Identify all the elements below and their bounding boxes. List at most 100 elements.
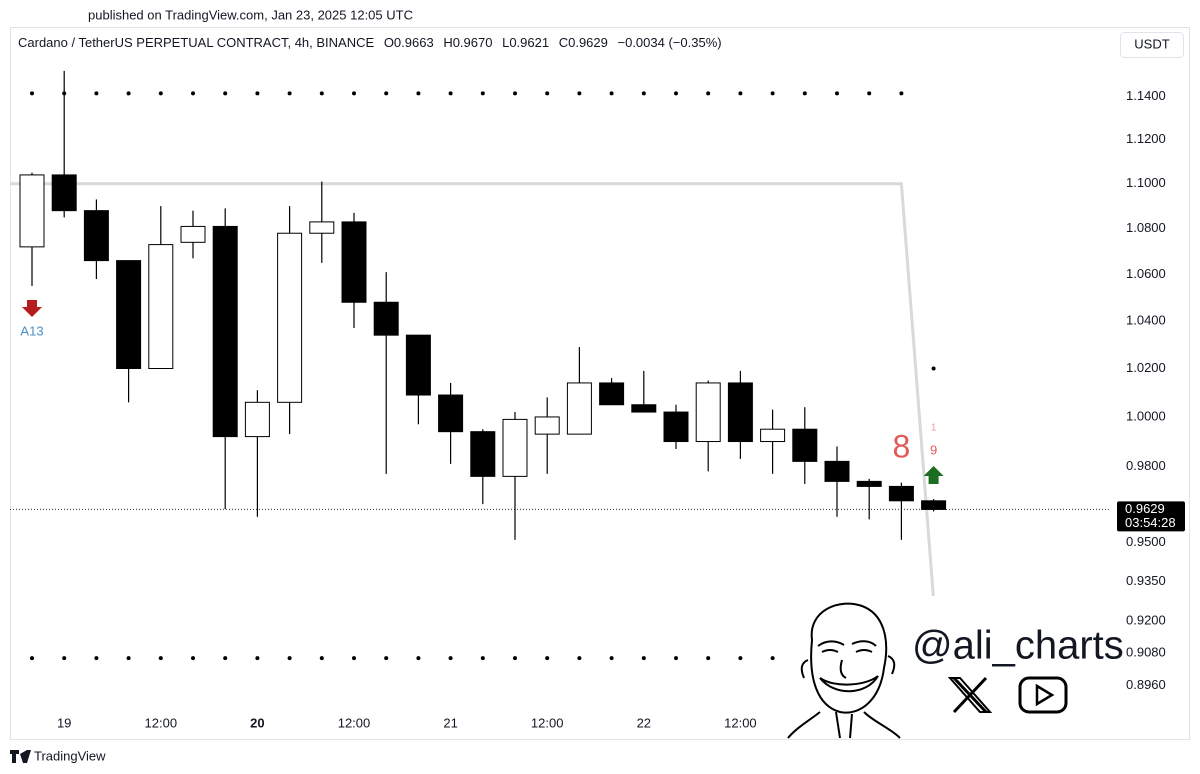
candle-body — [856, 480, 882, 487]
signal-arrow — [22, 300, 42, 317]
level-dot — [191, 656, 195, 661]
level-dot — [577, 656, 582, 661]
footer-brand: TradingView — [34, 748, 106, 763]
level-dot — [802, 91, 807, 96]
youtube-icon — [1018, 676, 1068, 714]
candle-body — [727, 382, 753, 443]
level-dot — [609, 656, 614, 661]
level-dot — [94, 656, 99, 661]
level-dot — [577, 91, 582, 96]
candle-body — [373, 301, 399, 336]
countdown-label: 03:54:28 — [1125, 515, 1176, 530]
candle-body — [180, 225, 206, 243]
level-dot — [674, 656, 678, 661]
level-dot — [545, 656, 550, 661]
level-dot — [770, 656, 775, 661]
price-label: 0.9629 — [1125, 501, 1165, 516]
ohlc-high: H0.9670 — [443, 35, 492, 50]
level-dot — [287, 656, 292, 661]
x-tick-label: 12:00 — [338, 715, 371, 730]
level-dot — [352, 91, 356, 96]
chart-header: Cardano / TetherUS PERPETUAL CONTRACT, 4… — [18, 35, 722, 50]
level-dot — [416, 656, 421, 661]
level-dot — [158, 91, 163, 96]
x-tick-label: 20 — [250, 715, 264, 730]
candle-body — [566, 382, 592, 435]
level-dot — [255, 91, 260, 96]
level-dot — [609, 91, 614, 96]
y-tick-label: 1.0800 — [1126, 220, 1166, 235]
candle-body — [599, 382, 625, 406]
level-dot — [126, 91, 131, 96]
x-tick-label: 21 — [443, 715, 457, 730]
level-dot — [770, 91, 775, 96]
level-dot — [641, 91, 646, 96]
ohlc-close: C0.9629 — [559, 35, 608, 50]
price-change: −0.0034 (−0.35%) — [618, 35, 722, 50]
level-dot — [62, 656, 67, 661]
price-label-box — [1117, 501, 1185, 532]
candle-body — [309, 221, 335, 234]
annotation-label: 8 — [893, 428, 911, 464]
level-dot — [191, 91, 195, 96]
level-dot — [738, 91, 743, 96]
candle-body — [277, 232, 303, 403]
level-dot — [480, 91, 485, 96]
candle-body — [212, 225, 238, 438]
plot: 1.1400 1.1200 1.1000 1.0800 1.0600 1.0400 1.02… — [10, 70, 1185, 730]
level-dot — [94, 91, 99, 96]
level-dot — [223, 91, 228, 96]
level-dot — [448, 91, 453, 96]
candle-body — [663, 411, 689, 443]
watermark-background — [782, 596, 1118, 738]
level-dot — [223, 656, 228, 661]
level-dot — [867, 91, 872, 96]
level-dot — [158, 656, 163, 661]
y-tick-label: 1.1400 — [1126, 88, 1166, 103]
candle-body — [244, 401, 270, 438]
trend-line — [32, 182, 936, 600]
level-dot — [319, 91, 324, 96]
level-dot — [384, 656, 389, 661]
candle-body — [148, 244, 174, 370]
candle-body — [341, 221, 367, 303]
y-tick-label: 1.1000 — [1126, 175, 1166, 190]
candle-body — [116, 260, 142, 370]
candle-body — [83, 210, 109, 262]
level-dot — [255, 656, 260, 661]
currency-button[interactable] — [1120, 32, 1184, 58]
candle-body — [405, 334, 431, 396]
x-icon — [947, 676, 993, 714]
x-tick-label: 12:00 — [724, 715, 757, 730]
level-dot — [384, 91, 389, 96]
y-tick-label: 1.0000 — [1126, 408, 1166, 423]
y-tick-label: 0.8960 — [1126, 677, 1166, 692]
level-dot — [931, 366, 936, 371]
y-tick-label: 1.1200 — [1126, 131, 1166, 146]
candle-body — [888, 485, 914, 502]
y-tick-label: 0.9500 — [1126, 534, 1166, 549]
watermark-handle: @ali_charts — [912, 624, 1124, 668]
y-tick-label: 0.9200 — [1126, 612, 1166, 627]
x-tick-label: 12:00 — [531, 715, 564, 730]
annotation-label: 9 — [930, 442, 937, 457]
level-dot — [738, 656, 743, 661]
watermark: @ali_charts — [782, 596, 1124, 739]
level-dot — [674, 91, 678, 96]
candle-body — [921, 500, 947, 510]
level-dot — [545, 91, 550, 96]
candle-body — [19, 174, 45, 248]
level-dot — [641, 656, 646, 661]
x-tick-label: 12:00 — [145, 715, 178, 730]
candle-body — [438, 394, 464, 433]
y-tick-label: 0.9080 — [1126, 644, 1166, 659]
level-dot — [319, 656, 324, 661]
annotation-label: A13 — [20, 323, 43, 338]
y-tick-label: 1.0200 — [1126, 360, 1166, 375]
footer: TradingView — [10, 748, 106, 763]
candle-body — [792, 428, 818, 462]
level-dot — [287, 91, 292, 96]
level-dot — [899, 91, 904, 96]
face-sketch — [787, 602, 901, 739]
signal-arrow — [923, 466, 944, 484]
